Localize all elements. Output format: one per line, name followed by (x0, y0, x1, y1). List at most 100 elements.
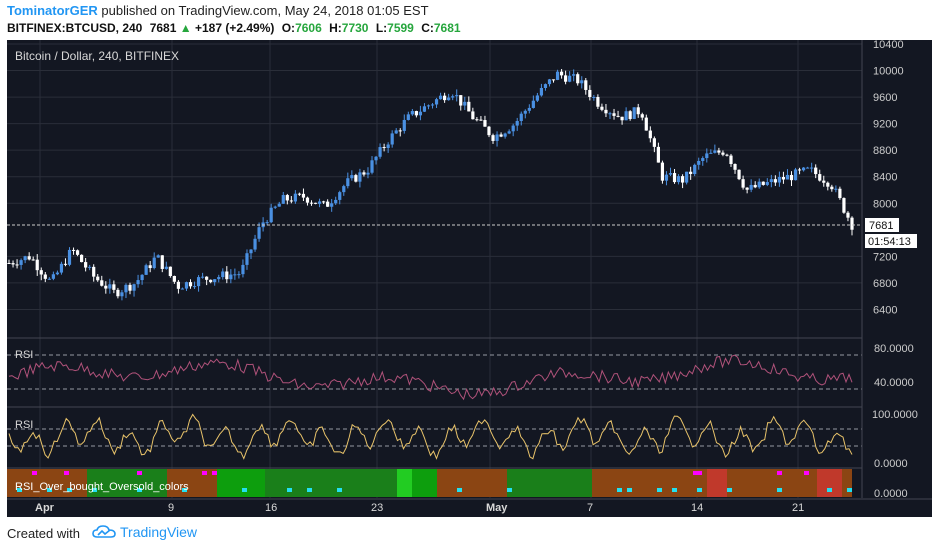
strip-segment (87, 469, 167, 497)
candle-body (23, 256, 27, 261)
candle-body (67, 249, 72, 265)
candle-body (43, 274, 47, 279)
candle-body (600, 106, 604, 110)
candle-body (285, 195, 289, 201)
candle-body (451, 96, 455, 98)
candle-body (705, 153, 709, 159)
candle-body (785, 174, 790, 180)
overbought-marker (32, 471, 37, 475)
candle-body (580, 80, 584, 84)
tradingview-brand[interactable]: TradingView (92, 524, 197, 540)
price-scale[interactable] (862, 40, 932, 517)
time-scale[interactable] (7, 499, 932, 517)
last-price: 7681 (149, 21, 177, 35)
candle-body (789, 174, 794, 181)
candle-body (188, 282, 193, 287)
candle-body (128, 284, 132, 291)
candle-body (63, 263, 68, 265)
candle-body (31, 259, 35, 261)
strip-segment (707, 469, 727, 497)
chart-canvas[interactable]: Bitcoin / Dollar, 240, BITFINEX RSI RSI … (7, 39, 932, 517)
candle-body (697, 160, 701, 165)
overbought-marker (777, 471, 782, 475)
candle-body (136, 280, 140, 285)
candle-body (51, 274, 55, 279)
price-axis-label: 8000 (873, 198, 897, 210)
candle-body (559, 71, 564, 76)
candle-body (551, 79, 556, 81)
overbought-marker (804, 471, 809, 475)
rsi2-tick-low: 0.0000 (874, 458, 908, 470)
candle-body (249, 249, 253, 254)
candle-body (447, 97, 451, 101)
open-label: O: (281, 21, 296, 35)
tradingview-link[interactable]: TradingView (120, 524, 198, 540)
candle-body (463, 101, 467, 106)
candle-body (539, 88, 544, 96)
oversold-marker (827, 488, 832, 492)
candle-body (801, 167, 806, 171)
candle-body (382, 147, 386, 149)
candle-body (471, 111, 475, 120)
chart-area[interactable]: Bitcoin / Dollar, 240, BITFINEX RSI RSI … (7, 39, 932, 517)
oversold-marker (287, 488, 292, 492)
candle-body (459, 95, 463, 106)
oversold-marker (617, 488, 622, 492)
candle-body (116, 289, 120, 297)
price-axis-labels: 10400 10000 9600 9200 8800 8400 8000 7200 6800 64… (873, 39, 904, 316)
candle-body (584, 80, 588, 90)
close-value: 7681 (433, 21, 461, 35)
candle-body (693, 164, 697, 175)
cloud-logo-icon (92, 525, 116, 538)
candle-body (176, 281, 181, 289)
candle-body (402, 119, 406, 131)
candle-body (644, 117, 648, 131)
oversold-marker (657, 488, 662, 492)
candle-body (822, 180, 826, 183)
strip-segment (817, 469, 842, 497)
candle-body (717, 150, 721, 153)
candle-body (35, 259, 39, 271)
candle-body (362, 172, 366, 175)
candle-body (19, 260, 23, 265)
candle-body (75, 250, 80, 255)
candle-body (713, 150, 717, 153)
candle-body (572, 74, 576, 76)
overbought-marker (64, 471, 69, 475)
change-value: +187 (+2.49%) (194, 21, 275, 35)
price-axis-label: 7200 (873, 251, 897, 263)
candle-body (7, 263, 11, 264)
candle-body (531, 100, 535, 108)
oversold-marker (137, 488, 142, 492)
candle-body (455, 95, 459, 97)
candle-body (773, 179, 777, 183)
candle-body (184, 282, 189, 289)
candle-body (418, 111, 423, 116)
candle-body (253, 238, 257, 250)
candle-body (297, 193, 302, 195)
candle-body (547, 79, 552, 85)
candle-body (209, 279, 213, 283)
candle-body (495, 134, 499, 141)
candle-body (850, 217, 854, 230)
candle-body (120, 292, 124, 297)
candle-body (515, 121, 519, 126)
high-label: H: (329, 21, 342, 35)
candle-body (769, 179, 773, 183)
candle-body (47, 278, 51, 280)
time-label-may: May (486, 502, 508, 514)
candle-body (273, 206, 277, 208)
candle-body (523, 110, 527, 114)
candle-body (156, 255, 160, 258)
author-link[interactable]: TominatorGER (7, 3, 98, 18)
strip-segment (7, 469, 87, 497)
candle-body (576, 74, 580, 84)
candle-body (15, 264, 19, 266)
symbol-line: BITFINEX:BTCUSD, 240 7681 ▲ +187 (+2.49%… (7, 21, 461, 35)
rsi3-tick: 0.0000 (874, 488, 908, 500)
candle-body (806, 167, 810, 169)
candle-body (168, 266, 172, 277)
low-label: L: (375, 21, 388, 35)
candle-body (317, 201, 322, 204)
candle-body (781, 177, 786, 180)
